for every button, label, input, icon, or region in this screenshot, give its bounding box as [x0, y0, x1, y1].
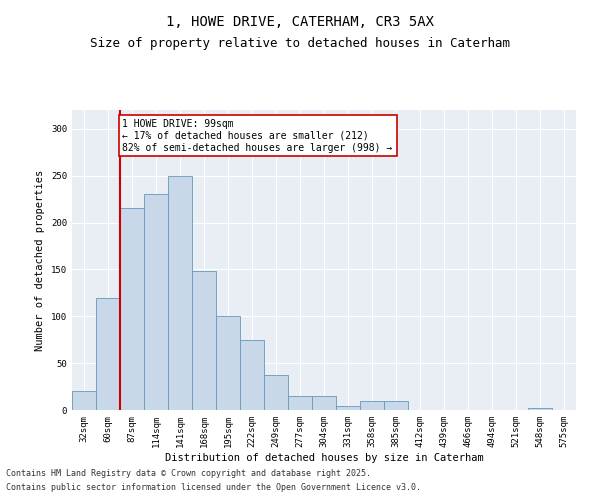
Bar — [96, 298, 120, 410]
X-axis label: Distribution of detached houses by size in Caterham: Distribution of detached houses by size … — [164, 452, 484, 462]
Text: Contains HM Land Registry data © Crown copyright and database right 2025.: Contains HM Land Registry data © Crown c… — [6, 468, 371, 477]
Bar — [384, 400, 408, 410]
Bar — [144, 194, 168, 410]
Bar — [216, 316, 240, 410]
Bar — [72, 391, 96, 410]
Bar — [192, 271, 216, 410]
Text: Contains public sector information licensed under the Open Government Licence v3: Contains public sector information licen… — [6, 484, 421, 492]
Bar — [240, 340, 264, 410]
Y-axis label: Number of detached properties: Number of detached properties — [35, 170, 46, 350]
Bar — [168, 176, 192, 410]
Bar — [528, 408, 552, 410]
Bar — [360, 400, 384, 410]
Bar — [336, 406, 360, 410]
Bar — [264, 376, 288, 410]
Text: Size of property relative to detached houses in Caterham: Size of property relative to detached ho… — [90, 38, 510, 51]
Text: 1 HOWE DRIVE: 99sqm
← 17% of detached houses are smaller (212)
82% of semi-detac: 1 HOWE DRIVE: 99sqm ← 17% of detached ho… — [122, 120, 392, 152]
Bar — [312, 396, 336, 410]
Text: 1, HOWE DRIVE, CATERHAM, CR3 5AX: 1, HOWE DRIVE, CATERHAM, CR3 5AX — [166, 15, 434, 29]
Bar — [120, 208, 144, 410]
Bar — [288, 396, 312, 410]
